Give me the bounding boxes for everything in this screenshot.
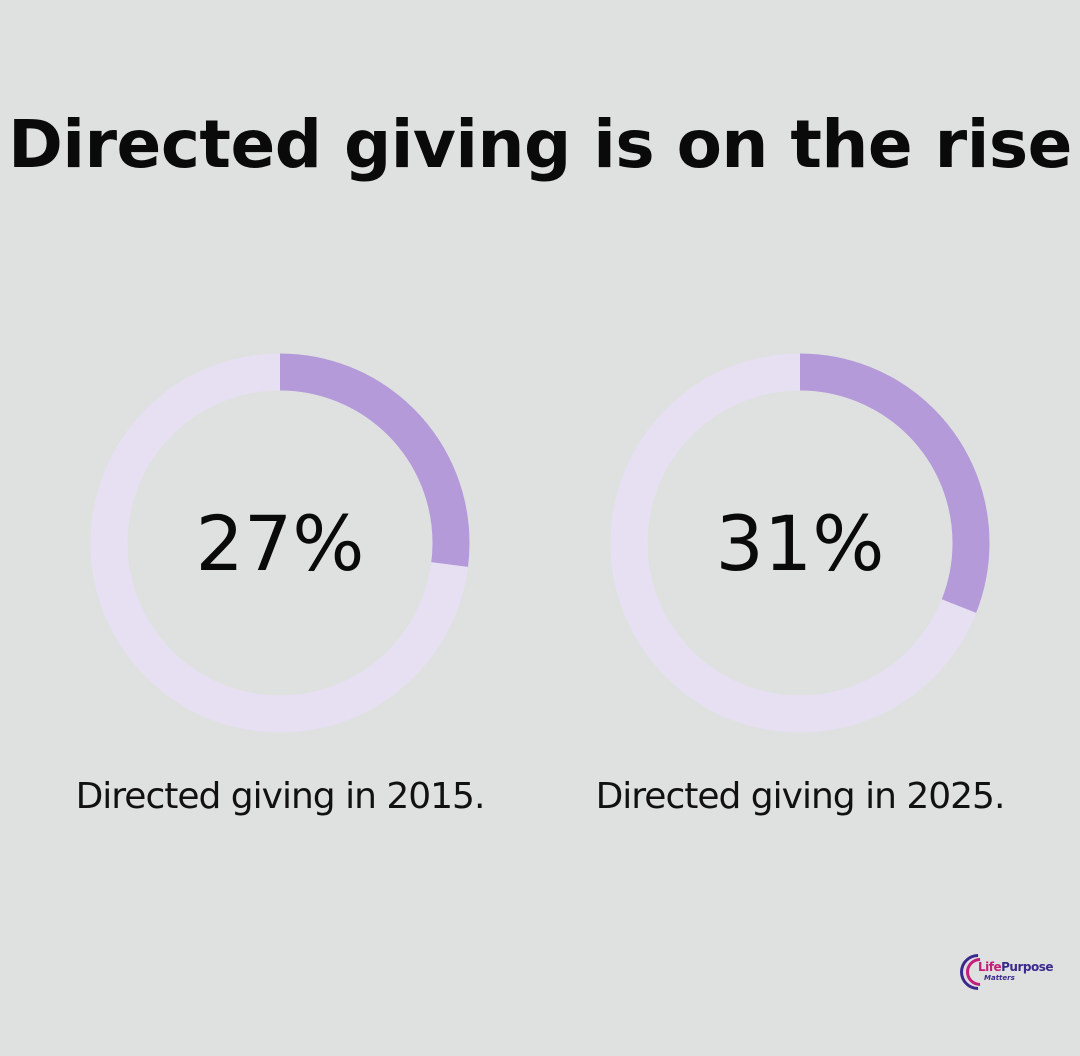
logo-text-life: Life xyxy=(978,960,1002,974)
logo-text-matters: Matters xyxy=(984,974,1015,982)
brand-logo: LifePurpose Matters xyxy=(952,946,1053,998)
percentage-2025: 31% xyxy=(715,498,885,588)
donut-ring-2015 xyxy=(90,353,470,733)
donut-2025: 31% xyxy=(610,353,990,733)
donut-2015: 27% xyxy=(90,353,470,733)
donut-ring-2025 xyxy=(610,353,990,733)
percentage-2015: 27% xyxy=(195,498,365,588)
caption-2015: Directed giving in 2015. xyxy=(75,776,486,817)
chart-title: Directed giving is on the rise xyxy=(8,106,1072,183)
logo-text-purpose: Purpose xyxy=(1001,960,1053,974)
caption-2025: Directed giving in 2025. xyxy=(595,776,1006,817)
